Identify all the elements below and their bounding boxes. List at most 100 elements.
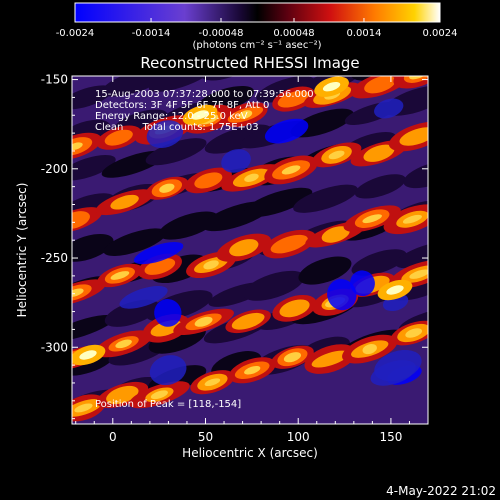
heat-blob — [327, 279, 357, 311]
y-tick-label: -150 — [41, 73, 68, 87]
heat-blob — [277, 90, 310, 108]
colorbar-unit-label: (photons cm⁻² s⁻¹ asec⁻²) — [192, 40, 321, 51]
heat-blob — [72, 211, 90, 229]
heat-blob — [133, 241, 184, 265]
heat-blob — [270, 234, 308, 254]
heat-peak-core — [386, 285, 404, 295]
colorbar-tick-label: -0.0014 — [132, 28, 171, 39]
heat-blob — [119, 285, 168, 309]
plot-frame — [71, 75, 429, 425]
heat-blob — [279, 299, 310, 318]
colorbar — [75, 3, 440, 22]
heat-blob — [72, 288, 84, 297]
heat-blob — [115, 339, 132, 349]
heat-blob — [148, 76, 212, 92]
colorbar-frame — [74, 2, 441, 23]
heat-blob — [101, 76, 169, 97]
x-axis-label: Heliocentric X (arcsec) — [182, 446, 318, 460]
annotation-detectors: Detectors: 3F 4F 5F 6F 7F 8F, Att 0 — [95, 100, 269, 111]
heat-peak-core — [79, 350, 97, 360]
heat-blob — [103, 228, 167, 256]
heat-blob — [194, 172, 223, 189]
heat-blob — [362, 214, 382, 224]
footer-date: 4-May-2022 21:02 — [386, 484, 496, 498]
annotation-time: 15-Aug-2003 07:37:28.000 to 07:39:56.000 — [95, 89, 314, 100]
heat-blob — [364, 76, 396, 94]
x-axis-ticks: 0 50 100 150 — [75, 76, 429, 444]
heat-peak-core — [191, 110, 209, 120]
heat-blob — [362, 344, 377, 355]
heat-blob — [409, 76, 427, 80]
colorbar-tick-label: -0.00048 — [199, 28, 244, 39]
heat-blob — [393, 76, 428, 89]
heat-blob — [321, 226, 350, 243]
heat-blob — [374, 98, 404, 119]
heat-blob — [403, 161, 428, 189]
heat-blob — [203, 260, 219, 270]
heat-blob — [244, 187, 313, 218]
colorbar-tick-label: -0.0024 — [56, 28, 95, 39]
colorbar-tick-label: 0.00048 — [273, 28, 314, 39]
heat-blob — [409, 269, 428, 279]
colorbar-tick-label: 0.0014 — [346, 28, 381, 39]
y-tick-label: -200 — [41, 162, 68, 176]
heatmap-area — [72, 76, 428, 424]
heat-blob — [145, 138, 207, 166]
heat-blob — [110, 271, 130, 280]
y-axis-label: Heliocentric Y (arcsec) — [15, 183, 29, 318]
heat-peak-core — [322, 81, 341, 92]
heat-blob — [374, 349, 422, 382]
heat-blob — [154, 299, 182, 327]
x-tick-label: 50 — [198, 430, 213, 444]
heat-blob — [363, 144, 395, 162]
x-tick-label: 100 — [287, 430, 310, 444]
heat-blob — [354, 174, 406, 199]
heat-blob — [106, 385, 139, 405]
heat-blob — [72, 314, 115, 342]
heat-blob — [149, 355, 187, 386]
heat-blob — [159, 183, 175, 193]
heat-blob — [244, 173, 259, 183]
heat-blob — [405, 328, 423, 338]
annotation-block: 15-Aug-2003 07:37:28.000 to 07:39:56.000… — [95, 89, 314, 133]
peak-position-label: Position of Peak = [118,-154] — [95, 399, 241, 410]
heat-blob — [350, 270, 375, 297]
heat-blob — [395, 241, 428, 269]
heat-blob — [399, 127, 428, 146]
heatmap-blobs — [72, 76, 428, 422]
heat-blob — [221, 149, 251, 173]
heat-blob — [204, 378, 221, 387]
y-tick-label: -300 — [41, 340, 68, 354]
heat-blob — [293, 184, 358, 213]
x-tick-label: 150 — [379, 430, 402, 444]
heat-blob — [194, 316, 213, 327]
heat-blob — [238, 110, 253, 119]
heat-blob — [158, 211, 219, 240]
heat-blob — [110, 194, 139, 210]
heat-blob — [72, 155, 116, 181]
colorbar-tick-label: 0.0024 — [423, 28, 458, 39]
heat-blob — [311, 350, 349, 368]
heat-blob — [243, 270, 305, 301]
heat-blob — [72, 233, 114, 262]
heat-blob — [229, 239, 259, 257]
x-tick-label: 0 — [109, 430, 117, 444]
heat-blob — [328, 150, 345, 160]
chart-title: Reconstructed RHESSI Image — [140, 54, 359, 72]
heat-blob — [281, 165, 301, 175]
heat-blob — [256, 76, 315, 103]
heat-blob — [204, 124, 272, 154]
heat-blob — [244, 366, 261, 375]
heat-blob — [351, 249, 407, 276]
heat-blob — [150, 390, 168, 400]
colorbar-ticks: -0.0024 -0.0014 -0.00048 0.00048 0.0014 0.002… — [56, 18, 458, 39]
heat-blob — [264, 118, 309, 144]
annotation-counts: Clean Total counts: 1.75E+03 — [95, 122, 259, 133]
y-tick-label: -250 — [41, 251, 68, 265]
heat-blob — [72, 85, 113, 110]
heat-blob — [74, 403, 93, 413]
y-axis-ticks: -150 -200 -250 -300 — [41, 73, 428, 420]
heat-blob — [298, 256, 352, 285]
heat-blob — [283, 352, 302, 363]
